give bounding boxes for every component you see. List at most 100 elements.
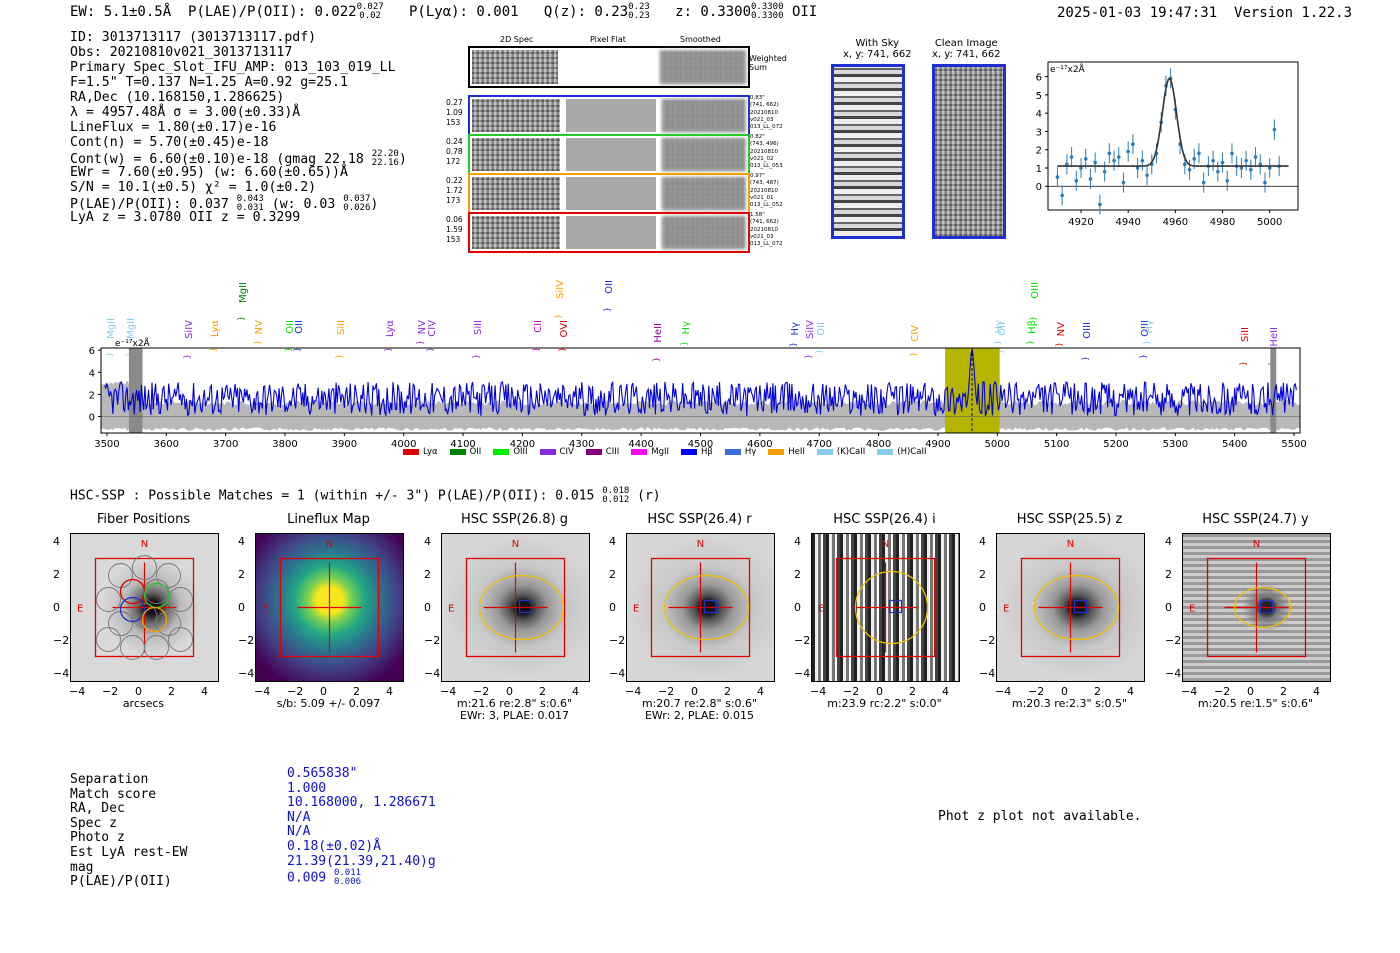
match-values: 0.565838" 1.000 10.168000, 1.286671 N/A N/A 0… (287, 766, 436, 887)
legend-item: Hγ (724, 447, 756, 457)
spec-xtick-label: 5500 (1281, 439, 1306, 450)
spectrum-noise-band (101, 380, 1300, 431)
zoom-point (1065, 162, 1069, 167)
zoom-point (1126, 149, 1130, 154)
cutout-box (1020, 557, 1121, 658)
line-label: Hγ (681, 321, 692, 335)
zoom-axes-frame (1047, 61, 1299, 211)
fiber-flat-image (566, 138, 656, 171)
fiber-meta: v021_02 (750, 155, 774, 162)
fiber-row-strip (468, 134, 750, 175)
line-label: OII (604, 280, 615, 294)
zoom-point (1272, 127, 1277, 132)
cutout-xtick-label: 0 (135, 685, 142, 698)
cutout-xtick-label: −4 (625, 685, 642, 698)
line-label: Hβ (1027, 320, 1038, 334)
zoom-point (1116, 155, 1121, 159)
legend-item: Lyα (403, 447, 438, 457)
zoom-point (1055, 175, 1060, 179)
cutout-caption-2: EWr: 3, PLAE: 0.017 (459, 709, 570, 722)
match-label: Est LyA rest-EW (70, 844, 188, 860)
cutout-caption: m:20.5 re:1.5" s:0.6" (1197, 697, 1314, 710)
zoom-point (1225, 178, 1230, 183)
info-plae-w: (w: 0.03 (271, 197, 336, 212)
legend-swatch (449, 448, 466, 455)
spec-xtick-label: 4400 (628, 439, 653, 450)
header-plae: P(LAE)/P(OII): 0.022 (188, 4, 357, 20)
cutout-ytick-label: 0 (424, 601, 431, 614)
legend-label: CIV (559, 447, 574, 457)
fiber-meta: (743, 487) (750, 180, 779, 187)
cutout-ytick-label: −2 (424, 634, 441, 647)
cutout-xtick-label: −2 (658, 685, 675, 698)
zoom-ytick-label: 5 (1036, 91, 1042, 102)
cutout-title: HSC SSP(26.4) i (833, 512, 936, 527)
fiber-meta: 20210810 (750, 109, 778, 116)
line-label: OII (816, 322, 827, 336)
header-z: z: 0.3300 (675, 4, 751, 20)
header-qz: Q(z): 0.23 (543, 4, 629, 20)
zoom-point (1145, 173, 1149, 178)
col-2d-label: 2D Spec (500, 35, 534, 44)
legend-swatch (539, 448, 556, 455)
masked-region (1270, 348, 1277, 433)
fiber-stat: 1.72 (446, 186, 463, 195)
legend-item: OIII (493, 447, 528, 457)
weighted-sum-strip (468, 46, 750, 88)
info-plae-w-lo: 0.026 (343, 203, 371, 213)
weighted-2d-image (472, 50, 558, 84)
fiber-circle-orange (141, 606, 168, 633)
zoom-ytick-label: 4 (1036, 109, 1042, 120)
fiber-meta: (741, 662) (750, 219, 779, 226)
zoom-xtick-label: 4980 (1210, 217, 1235, 228)
info-id: ID: 3013713117 (3013713117.pdf) (70, 30, 317, 45)
info-plae-lo: 0.031 (236, 203, 264, 213)
east-label: E (1003, 604, 1009, 615)
line-label: NV (254, 320, 265, 335)
zoom-point (1140, 158, 1145, 163)
spec-xtick-label: 4900 (925, 439, 950, 450)
fiber-meta: 013_LL_053 (750, 163, 783, 170)
header-qz-hi: 0.23 (628, 2, 650, 12)
aperture-ellipse (663, 574, 750, 641)
header-summary: EW: 5.1±0.5Å P(LAE)/P(OII): 0.022 0.027 0.… (70, 3, 817, 21)
info-radec: RA,Dec (10.168150,1.286625) (70, 90, 285, 105)
fiber-smooth-image (662, 99, 746, 132)
with-sky-xy: x, y: 741, 662 (843, 49, 912, 60)
cutout-xtick-label: 2 (168, 685, 175, 698)
zoom-point (1074, 178, 1079, 183)
hsc-summary-text: HSC-SSP : Possible Matches = 1 (within +… (70, 488, 595, 504)
catalog-marker (888, 599, 903, 614)
clean-image-label: Clean Image (934, 38, 998, 49)
cutout-ytick-label: 4 (979, 535, 986, 548)
cutout-xtick-label: 0 (1061, 685, 1068, 698)
line-label: SiII (336, 320, 347, 336)
north-label: N (1067, 539, 1074, 550)
cutout-ytick-label: 4 (53, 535, 60, 548)
fiber-circle (156, 611, 181, 636)
cutout-box (1206, 557, 1307, 658)
north-label: N (882, 539, 889, 550)
catalog-marker (1073, 599, 1088, 614)
legend-swatch (768, 448, 785, 455)
fiber-meta: 013_LL_072 (750, 241, 783, 248)
match-label: Spec z (70, 815, 117, 831)
fiber-meta: 0.83" (750, 95, 765, 101)
zoom-point (1135, 166, 1140, 170)
zoom-point (1060, 193, 1064, 198)
cutout-box (279, 557, 380, 658)
cutout-ytick-label: −4 (1165, 667, 1182, 680)
zoom-ytick-label: 3 (1036, 127, 1042, 138)
cutout-ytick-label: −2 (238, 634, 255, 647)
version: Version 1.22.3 (1234, 5, 1353, 21)
cutout-xtick-label: −2 (1028, 685, 1045, 698)
match-plae-hi: 0.011 (333, 868, 362, 879)
fiber-circle (132, 555, 157, 580)
zoom-point (1244, 158, 1248, 163)
info-plae-w-hi: 0.037 (343, 194, 371, 204)
fiber-circle-red (119, 578, 146, 605)
cutout-xtick-label: 4 (201, 685, 208, 698)
fiber-meta: 20210810 (750, 187, 778, 194)
zoom-point (1182, 162, 1187, 167)
